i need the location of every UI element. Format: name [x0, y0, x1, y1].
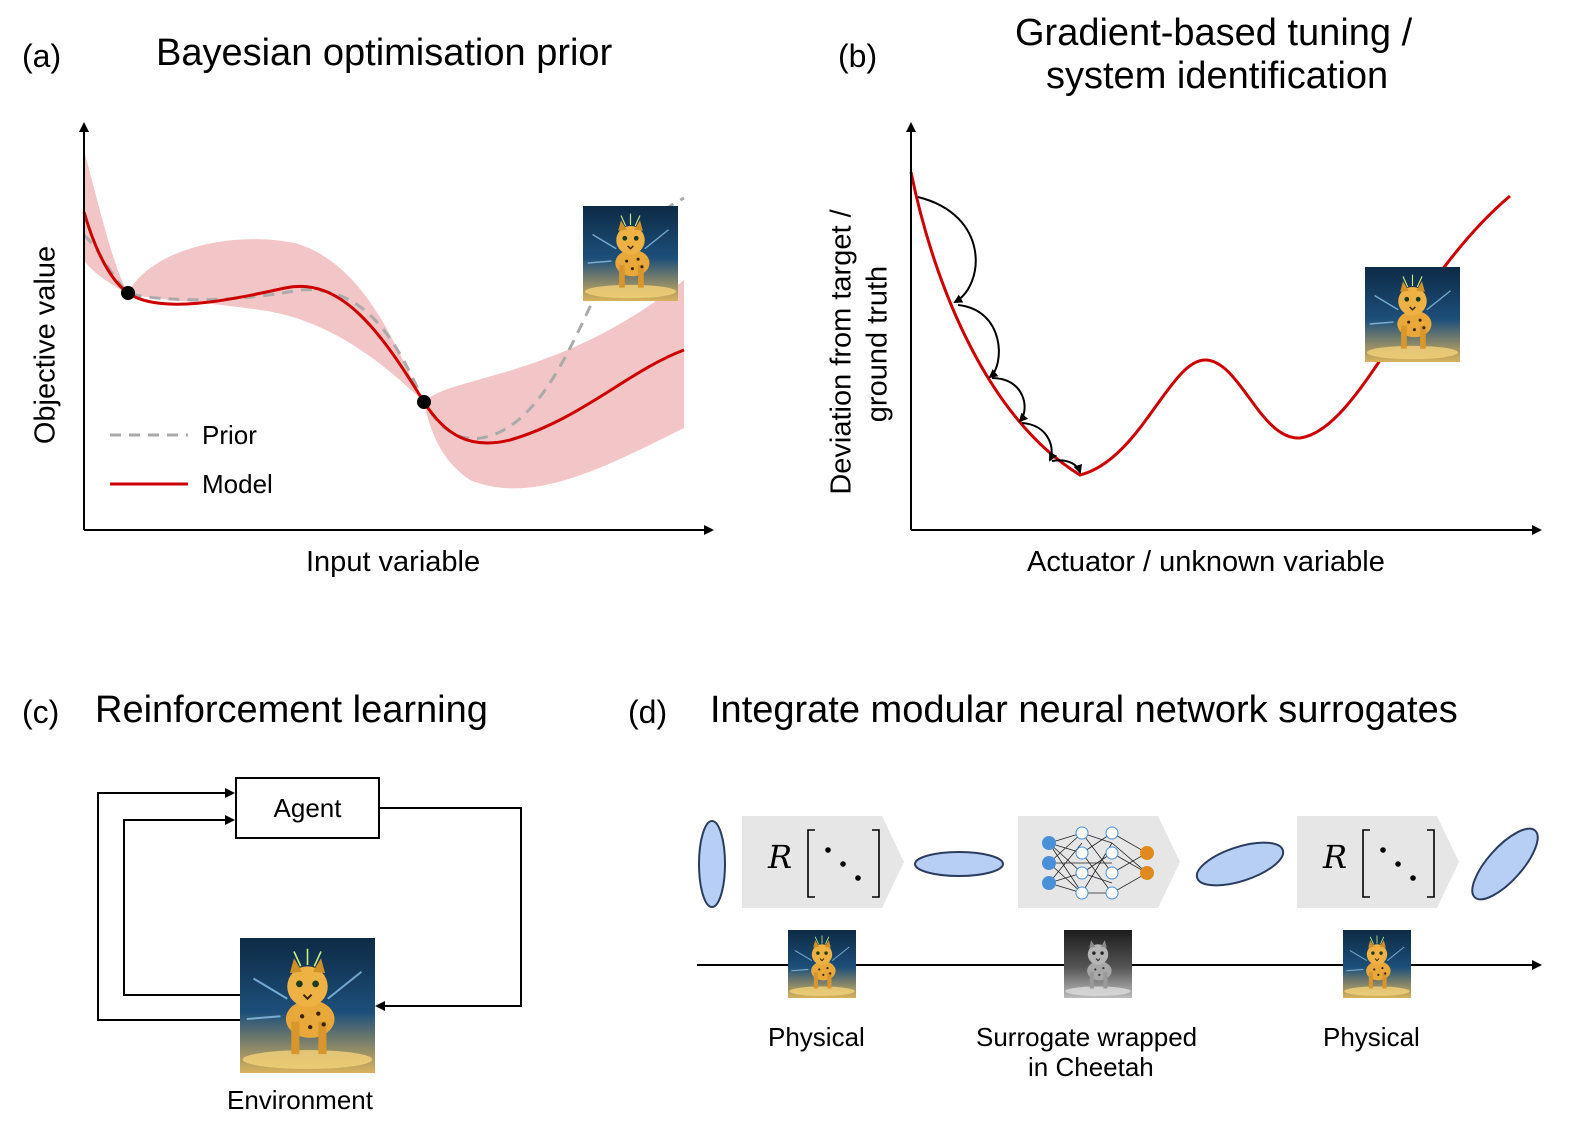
- gradient-step-arrows: [917, 196, 1083, 474]
- transfer-matrix-symbol: [1362, 829, 1435, 898]
- legend-model-label: Model: [202, 469, 273, 499]
- panel-d-diagram: [697, 816, 1542, 998]
- panel-a-letter: (a): [22, 38, 62, 74]
- caption-physical-right: Physical: [1323, 1022, 1420, 1052]
- cheetah-mascot-icon: [1343, 930, 1411, 998]
- action-arrow: [375, 807, 522, 1011]
- caption-physical-left: Physical: [768, 1022, 865, 1052]
- cheetah-mascot-icon: [240, 938, 375, 1073]
- beam-ellipse: [914, 851, 1004, 877]
- observation-point: [121, 286, 135, 300]
- transfer-matrix-symbol: [807, 829, 880, 898]
- panel-b-title-line1: Gradient-based tuning /: [1015, 12, 1413, 54]
- observation-point: [417, 395, 431, 409]
- cheetah-mascot-icon: [1365, 267, 1460, 362]
- panel-b-y-axis-label-line2: ground truth: [861, 265, 894, 423]
- cheetah-mascot-icon: [788, 930, 856, 998]
- panel-d-letter: (d): [628, 694, 668, 730]
- panel-a-plot: [79, 122, 714, 535]
- panel-a-x-axis-label: Input variable: [306, 546, 481, 578]
- panel-b-x-axis-label: Actuator / unknown variable: [1027, 546, 1385, 578]
- transfer-matrix-r-label: R: [1323, 838, 1348, 876]
- cheetah-mascot-icon: [583, 206, 678, 301]
- panel-b-plot: [906, 122, 1542, 535]
- transfer-matrix-r-label: R: [768, 838, 793, 876]
- loss-curve: [909, 171, 1511, 477]
- panel-c-letter: (c): [22, 694, 60, 730]
- panel-c-title: Reinforcement learning: [95, 689, 488, 731]
- uncertainty-band: [84, 150, 684, 489]
- legend-prior-label: Prior: [202, 420, 257, 450]
- panel-a-title: Bayesian optimisation prior: [156, 32, 613, 74]
- panel-a-y-axis-label: Objective value: [29, 245, 62, 445]
- neural-network-icon: [1042, 826, 1154, 900]
- environment-label: Environment: [227, 1085, 373, 1115]
- beam-ellipse: [698, 820, 726, 908]
- physical-element-block: [742, 816, 904, 908]
- reward-arrow: [123, 815, 240, 996]
- panel-c-diagram: [97, 777, 522, 1073]
- beam-ellipse: [1195, 841, 1285, 887]
- cheetah-mascot-grayscale-icon: [1064, 930, 1132, 998]
- physical-element-block: [1297, 816, 1459, 908]
- panel-b-y-axis-label-line1: Deviation from target /: [825, 209, 858, 495]
- beam-ellipse: [1471, 827, 1539, 901]
- panel-b-title-line2: system identification: [1046, 55, 1389, 97]
- agent-label: Agent: [273, 793, 342, 823]
- state-arrow: [97, 788, 240, 1021]
- caption-surrogate-line2: in Cheetah: [1028, 1052, 1154, 1082]
- panel-d-title: Integrate modular neural network surroga…: [710, 689, 1458, 731]
- panel-b-letter: (b): [838, 38, 878, 74]
- caption-surrogate-line1: Surrogate wrapped: [976, 1022, 1198, 1052]
